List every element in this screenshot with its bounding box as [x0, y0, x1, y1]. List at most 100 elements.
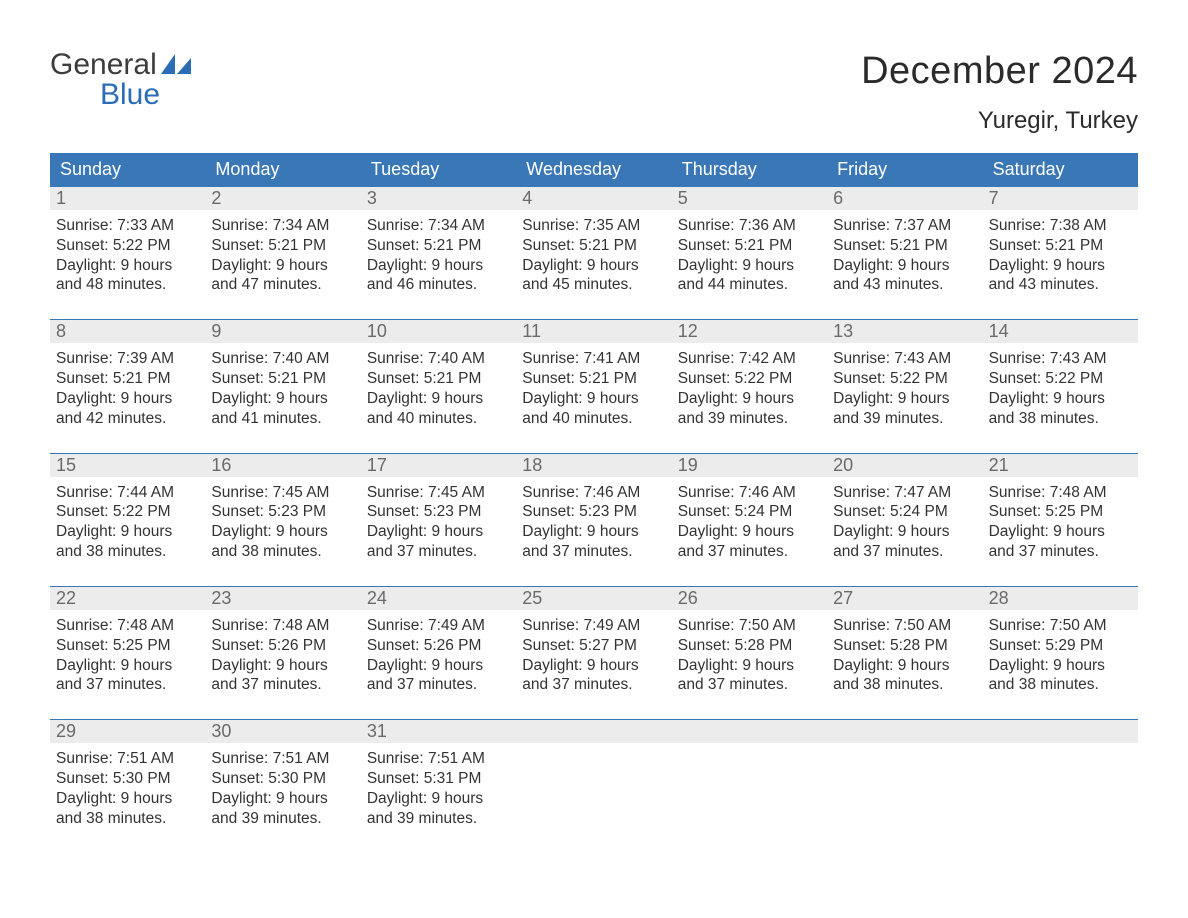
- day-sr: Sunrise: 7:39 AM: [56, 349, 199, 369]
- day-d2: and 37 minutes.: [367, 675, 510, 695]
- day-cell: Sunrise: 7:46 AMSunset: 5:24 PMDaylight:…: [672, 477, 827, 572]
- day-d2: and 39 minutes.: [211, 809, 354, 829]
- day-cell: Sunrise: 7:48 AMSunset: 5:26 PMDaylight:…: [205, 610, 360, 705]
- day-sr: Sunrise: 7:34 AM: [211, 216, 354, 236]
- day-number: 22: [50, 587, 205, 610]
- day-d2: and 40 minutes.: [367, 409, 510, 429]
- day-number: 30: [205, 720, 360, 743]
- day-ss: Sunset: 5:21 PM: [833, 236, 976, 256]
- day-cell: Sunrise: 7:39 AMSunset: 5:21 PMDaylight:…: [50, 343, 205, 438]
- day-sr: Sunrise: 7:50 AM: [833, 616, 976, 636]
- day-cell: Sunrise: 7:51 AMSunset: 5:31 PMDaylight:…: [361, 743, 516, 838]
- dayhead-tuesday: Tuesday: [361, 153, 516, 186]
- day-ss: Sunset: 5:21 PM: [522, 369, 665, 389]
- day-d1: Daylight: 9 hours: [56, 656, 199, 676]
- calendar-week: 15161718192021Sunrise: 7:44 AMSunset: 5:…: [50, 453, 1138, 572]
- day-ss: Sunset: 5:25 PM: [56, 636, 199, 656]
- day-ss: Sunset: 5:21 PM: [678, 236, 821, 256]
- day-d2: and 39 minutes.: [833, 409, 976, 429]
- day-cell: [672, 743, 827, 838]
- day-number: 17: [361, 454, 516, 477]
- day-number: 18: [516, 454, 671, 477]
- day-number: 26: [672, 587, 827, 610]
- day-d1: Daylight: 9 hours: [833, 256, 976, 276]
- day-d1: Daylight: 9 hours: [211, 522, 354, 542]
- day-ss: Sunset: 5:28 PM: [833, 636, 976, 656]
- day-sr: Sunrise: 7:40 AM: [367, 349, 510, 369]
- calendar-week: 293031Sunrise: 7:51 AMSunset: 5:30 PMDay…: [50, 719, 1138, 838]
- day-cell: Sunrise: 7:34 AMSunset: 5:21 PMDaylight:…: [205, 210, 360, 305]
- day-ss: Sunset: 5:27 PM: [522, 636, 665, 656]
- day-d2: and 39 minutes.: [678, 409, 821, 429]
- day-ss: Sunset: 5:26 PM: [211, 636, 354, 656]
- day-sr: Sunrise: 7:36 AM: [678, 216, 821, 236]
- day-cell: Sunrise: 7:50 AMSunset: 5:29 PMDaylight:…: [983, 610, 1138, 705]
- day-d1: Daylight: 9 hours: [367, 789, 510, 809]
- day-sr: Sunrise: 7:46 AM: [678, 483, 821, 503]
- day-ss: Sunset: 5:21 PM: [56, 369, 199, 389]
- day-cell: Sunrise: 7:34 AMSunset: 5:21 PMDaylight:…: [361, 210, 516, 305]
- day-d1: Daylight: 9 hours: [211, 789, 354, 809]
- calendar-week: 891011121314Sunrise: 7:39 AMSunset: 5:21…: [50, 319, 1138, 438]
- day-d2: and 43 minutes.: [989, 275, 1132, 295]
- day-sr: Sunrise: 7:41 AM: [522, 349, 665, 369]
- day-number: 25: [516, 587, 671, 610]
- calendar-week: 22232425262728Sunrise: 7:48 AMSunset: 5:…: [50, 586, 1138, 705]
- day-d2: and 37 minutes.: [678, 675, 821, 695]
- day-number: [516, 720, 671, 743]
- day-d1: Daylight: 9 hours: [989, 656, 1132, 676]
- day-ss: Sunset: 5:21 PM: [367, 236, 510, 256]
- day-ss: Sunset: 5:23 PM: [522, 502, 665, 522]
- day-number: 20: [827, 454, 982, 477]
- location: Yuregir, Turkey: [861, 107, 1138, 135]
- day-d2: and 41 minutes.: [211, 409, 354, 429]
- day-d1: Daylight: 9 hours: [678, 656, 821, 676]
- day-cell: Sunrise: 7:42 AMSunset: 5:22 PMDaylight:…: [672, 343, 827, 438]
- day-number: 15: [50, 454, 205, 477]
- dayhead-thursday: Thursday: [672, 153, 827, 186]
- day-sr: Sunrise: 7:49 AM: [522, 616, 665, 636]
- day-sr: Sunrise: 7:47 AM: [833, 483, 976, 503]
- day-cell: Sunrise: 7:46 AMSunset: 5:23 PMDaylight:…: [516, 477, 671, 572]
- day-d1: Daylight: 9 hours: [678, 522, 821, 542]
- day-d1: Daylight: 9 hours: [989, 389, 1132, 409]
- month-title: December 2024: [861, 50, 1138, 93]
- day-ss: Sunset: 5:31 PM: [367, 769, 510, 789]
- day-d1: Daylight: 9 hours: [56, 522, 199, 542]
- day-number: 27: [827, 587, 982, 610]
- day-d2: and 38 minutes.: [56, 542, 199, 562]
- day-d1: Daylight: 9 hours: [989, 522, 1132, 542]
- day-d2: and 46 minutes.: [367, 275, 510, 295]
- day-sr: Sunrise: 7:44 AM: [56, 483, 199, 503]
- day-cell: Sunrise: 7:48 AMSunset: 5:25 PMDaylight:…: [50, 610, 205, 705]
- day-d2: and 37 minutes.: [833, 542, 976, 562]
- day-sr: Sunrise: 7:49 AM: [367, 616, 510, 636]
- day-cell: Sunrise: 7:47 AMSunset: 5:24 PMDaylight:…: [827, 477, 982, 572]
- day-number: 16: [205, 454, 360, 477]
- day-sr: Sunrise: 7:43 AM: [833, 349, 976, 369]
- day-d2: and 42 minutes.: [56, 409, 199, 429]
- day-number: [827, 720, 982, 743]
- day-number: 11: [516, 320, 671, 343]
- page-header: General Blue December 2024 Yuregir, Turk…: [50, 50, 1138, 135]
- day-cell: Sunrise: 7:45 AMSunset: 5:23 PMDaylight:…: [361, 477, 516, 572]
- day-d2: and 43 minutes.: [833, 275, 976, 295]
- day-number: 24: [361, 587, 516, 610]
- day-number: 5: [672, 187, 827, 210]
- day-d1: Daylight: 9 hours: [989, 256, 1132, 276]
- day-cell: Sunrise: 7:41 AMSunset: 5:21 PMDaylight:…: [516, 343, 671, 438]
- day-d2: and 37 minutes.: [989, 542, 1132, 562]
- day-cell: [983, 743, 1138, 838]
- day-sr: Sunrise: 7:45 AM: [367, 483, 510, 503]
- day-number: 28: [983, 587, 1138, 610]
- day-d1: Daylight: 9 hours: [56, 789, 199, 809]
- day-cell: Sunrise: 7:51 AMSunset: 5:30 PMDaylight:…: [50, 743, 205, 838]
- day-cell: Sunrise: 7:49 AMSunset: 5:27 PMDaylight:…: [516, 610, 671, 705]
- day-d1: Daylight: 9 hours: [833, 389, 976, 409]
- day-sr: Sunrise: 7:35 AM: [522, 216, 665, 236]
- day-ss: Sunset: 5:22 PM: [56, 236, 199, 256]
- day-number: 4: [516, 187, 671, 210]
- day-d1: Daylight: 9 hours: [367, 656, 510, 676]
- day-ss: Sunset: 5:22 PM: [678, 369, 821, 389]
- day-cell: Sunrise: 7:50 AMSunset: 5:28 PMDaylight:…: [827, 610, 982, 705]
